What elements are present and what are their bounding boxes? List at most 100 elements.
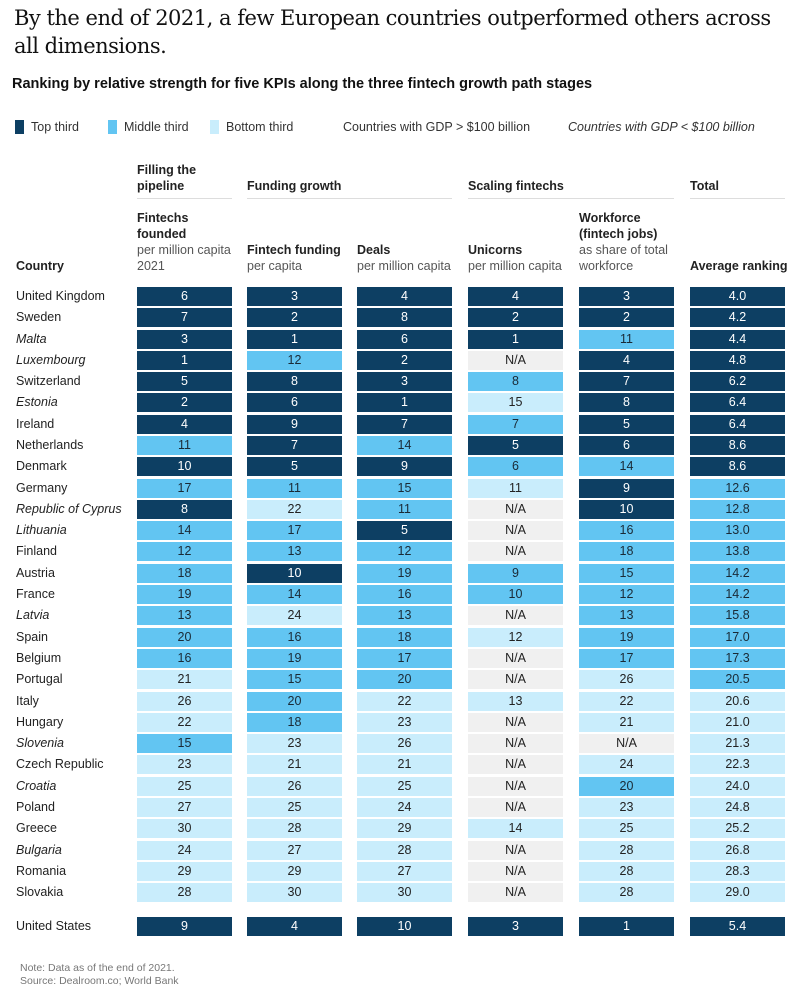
table-cell: 21 bbox=[247, 755, 342, 775]
table-cell: 20 bbox=[137, 627, 232, 647]
country-label: Romania bbox=[16, 863, 67, 878]
table-cell: 22 bbox=[357, 691, 452, 711]
table-cell: 12 bbox=[579, 585, 674, 605]
table-cell: 13 bbox=[137, 606, 232, 626]
table-cell: 16 bbox=[357, 585, 452, 605]
table-cell: 20 bbox=[579, 776, 674, 796]
table-cell: 6.4 bbox=[690, 393, 785, 413]
table-cell: 11 bbox=[579, 329, 674, 349]
table-cell: 16 bbox=[579, 521, 674, 541]
table-cell: 8 bbox=[357, 308, 452, 328]
table-cell: 14 bbox=[579, 457, 674, 477]
table-cell: 25 bbox=[579, 819, 674, 839]
legend-middle-third: Middle third bbox=[108, 120, 189, 134]
table-cell: 20 bbox=[357, 670, 452, 690]
table-cell: 19 bbox=[357, 563, 452, 583]
table-cell: N/A bbox=[468, 755, 563, 775]
table-cell: 24 bbox=[247, 606, 342, 626]
table-cell: 14 bbox=[137, 521, 232, 541]
table-cell: 1 bbox=[468, 329, 563, 349]
legend-label: Middle third bbox=[124, 120, 189, 134]
country-label: Austria bbox=[16, 565, 55, 580]
table-cell: 2 bbox=[137, 393, 232, 413]
table-cell: 28 bbox=[579, 840, 674, 860]
table-cell: 5 bbox=[247, 457, 342, 477]
table-cell: 9 bbox=[247, 414, 342, 434]
table-cell: 28 bbox=[357, 840, 452, 860]
table-cell: 6 bbox=[579, 436, 674, 456]
legend-large-gdp: Countries with GDP > $100 billion bbox=[343, 120, 531, 134]
group-funding-growth: Funding growth bbox=[247, 178, 452, 199]
table-cell: 13 bbox=[579, 606, 674, 626]
table-cell: 26.8 bbox=[690, 840, 785, 860]
table-cell: 4.8 bbox=[690, 350, 785, 370]
table-cell: 14 bbox=[247, 585, 342, 605]
table-cell: 8.6 bbox=[690, 436, 785, 456]
table-cell: 22 bbox=[247, 499, 342, 519]
column-header-subtitle: per million capita bbox=[357, 259, 451, 273]
country-label: Lithuania bbox=[16, 523, 67, 538]
table-cell: 20.6 bbox=[690, 691, 785, 711]
table-cell: 15 bbox=[247, 670, 342, 690]
column-header-subtitle: per capita bbox=[247, 259, 302, 273]
country-label: United Kingdom bbox=[16, 289, 105, 303]
table-cell: 23 bbox=[357, 712, 452, 732]
table-cell: 23 bbox=[579, 797, 674, 817]
country-label: Hungary bbox=[16, 714, 64, 729]
table-cell: 26 bbox=[137, 691, 232, 711]
table-cell: 2 bbox=[357, 350, 452, 370]
table-cell: 4.4 bbox=[690, 329, 785, 349]
table-cell: 17.0 bbox=[690, 627, 785, 647]
table-cell: N/A bbox=[468, 606, 563, 626]
column-header-subtitle: per million capita 2021 bbox=[137, 243, 231, 273]
table-cell: 23 bbox=[137, 755, 232, 775]
table-cell: 26 bbox=[247, 776, 342, 796]
table-cell: 12 bbox=[468, 627, 563, 647]
table-cell: 30 bbox=[137, 819, 232, 839]
table-cell: 21 bbox=[357, 755, 452, 775]
table-cell: 25 bbox=[357, 776, 452, 796]
table-cell: 23 bbox=[247, 734, 342, 754]
table-cell: 19 bbox=[579, 627, 674, 647]
table-cell: 24 bbox=[579, 755, 674, 775]
table-cell: 8 bbox=[247, 372, 342, 392]
table-cell: 24 bbox=[137, 840, 232, 860]
table-cell: 27 bbox=[357, 861, 452, 881]
table-cell: 15 bbox=[137, 734, 232, 754]
country-label: Finland bbox=[16, 544, 57, 559]
table-cell: 26 bbox=[357, 734, 452, 754]
table-cell: 6.4 bbox=[690, 414, 785, 434]
country-label: France bbox=[16, 587, 55, 602]
table-cell: N/A bbox=[468, 521, 563, 541]
table-cell: 8 bbox=[137, 499, 232, 519]
country-label: Poland bbox=[16, 799, 55, 814]
table-cell: 5 bbox=[357, 521, 452, 541]
table-cell: 4 bbox=[247, 917, 342, 936]
table-cell: 15.8 bbox=[690, 606, 785, 626]
table-cell: 6 bbox=[137, 287, 232, 306]
table-cell: 5 bbox=[579, 414, 674, 434]
table-cell: 1 bbox=[579, 917, 674, 936]
table-cell: 13 bbox=[468, 691, 563, 711]
table-cell: 6 bbox=[247, 393, 342, 413]
table-cell: 14.2 bbox=[690, 585, 785, 605]
table-cell: 7 bbox=[137, 308, 232, 328]
table-cell: 16 bbox=[137, 648, 232, 668]
table-cell: 3 bbox=[247, 287, 342, 306]
table-cell: 30 bbox=[357, 883, 452, 903]
country-label: Czech Republic bbox=[16, 757, 104, 772]
legend-swatch-top bbox=[15, 120, 24, 134]
column-header: Average ranking bbox=[690, 258, 790, 274]
table-cell: 6.2 bbox=[690, 372, 785, 392]
table-cell: N/A bbox=[468, 776, 563, 796]
table-cell: 24 bbox=[357, 797, 452, 817]
source: Source: Dealroom.co; World Bank bbox=[20, 975, 179, 987]
table-cell: 22 bbox=[579, 691, 674, 711]
table-cell: 29.0 bbox=[690, 883, 785, 903]
table-cell: 3 bbox=[579, 287, 674, 306]
country-label: Republic of Cyprus bbox=[16, 501, 122, 516]
group-filling-pipeline: Filling the pipeline bbox=[137, 162, 232, 199]
table-cell: 18 bbox=[579, 542, 674, 562]
table-cell: 17 bbox=[357, 648, 452, 668]
table-cell: 18 bbox=[357, 627, 452, 647]
